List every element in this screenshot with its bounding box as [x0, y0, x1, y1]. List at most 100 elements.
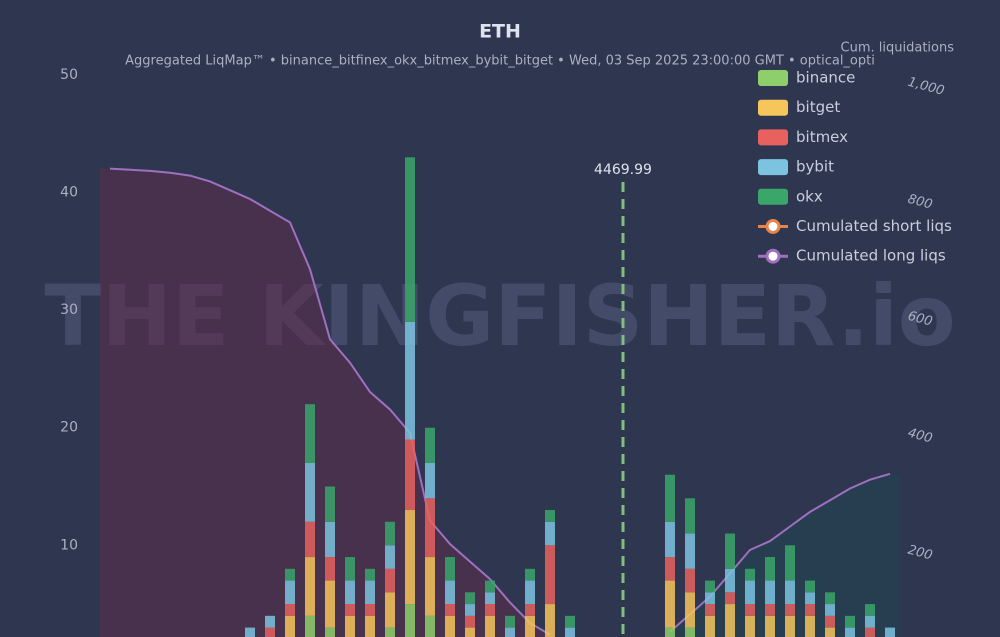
bar — [785, 604, 795, 616]
bar — [285, 615, 295, 637]
bar — [425, 462, 435, 499]
y-tick-label: 10 — [60, 537, 78, 553]
legend-swatch — [758, 70, 788, 86]
bar — [885, 627, 895, 637]
bar — [325, 627, 335, 637]
bar — [805, 604, 815, 616]
legend-label: binance — [796, 69, 855, 87]
bar — [465, 604, 475, 616]
bar — [385, 545, 395, 569]
bar — [665, 627, 675, 637]
bar — [485, 615, 495, 637]
y-tick-label: 50 — [60, 67, 78, 83]
legend-swatch — [758, 159, 788, 176]
bar — [485, 580, 495, 593]
y-tick-label: 30 — [60, 302, 78, 318]
bar — [665, 521, 675, 558]
plot-layer — [100, 168, 900, 637]
bar — [305, 404, 315, 463]
price-label: 4469.99 — [594, 162, 652, 178]
bar — [305, 462, 315, 522]
area — [100, 168, 550, 637]
bar — [345, 580, 355, 605]
bar — [485, 592, 495, 605]
bar — [665, 474, 675, 522]
bar — [365, 604, 375, 616]
bar — [425, 498, 435, 558]
bar — [525, 568, 535, 581]
bar — [325, 486, 335, 522]
bar — [305, 557, 315, 616]
bar — [285, 568, 295, 581]
bar — [345, 557, 355, 581]
y-tick-label: 20 — [60, 420, 78, 436]
bar — [685, 627, 695, 637]
bar — [545, 510, 555, 522]
bar — [825, 615, 835, 628]
bar — [505, 627, 515, 637]
bar — [325, 580, 335, 628]
bar — [405, 157, 415, 322]
legend-label: Cumulated short liqs — [796, 217, 952, 235]
bar — [345, 604, 355, 616]
bar — [305, 615, 315, 637]
legend-swatch — [758, 188, 788, 205]
bar — [265, 615, 275, 628]
bar — [525, 615, 535, 637]
bar — [765, 580, 775, 605]
bar — [445, 557, 455, 581]
legend-swatch — [758, 129, 788, 146]
legend-label: okx — [796, 187, 823, 205]
bar — [705, 580, 715, 593]
bar — [725, 533, 735, 569]
bar — [305, 521, 315, 558]
bar — [425, 427, 435, 463]
bar — [285, 580, 295, 605]
bar — [485, 604, 495, 616]
bar — [325, 521, 335, 558]
bar — [405, 439, 415, 511]
bar — [785, 615, 795, 637]
bar — [725, 568, 735, 593]
bar — [825, 627, 835, 637]
y2-axis-label: Cum. liquidations — [841, 41, 955, 56]
line — [109, 167, 551, 636]
bar — [825, 592, 835, 605]
bar — [385, 568, 395, 593]
bar — [685, 533, 695, 569]
bar — [865, 604, 875, 616]
bar — [445, 604, 455, 616]
bar — [745, 615, 755, 637]
y2-tick-label: 1,000 — [906, 75, 946, 99]
legend-label: bitget — [796, 98, 840, 116]
bar — [765, 557, 775, 581]
bar — [705, 615, 715, 637]
bar — [545, 545, 555, 605]
bar — [465, 592, 475, 605]
bar — [325, 557, 335, 581]
bar — [405, 321, 415, 440]
bar — [405, 510, 415, 605]
bar — [865, 615, 875, 628]
bar — [765, 615, 775, 637]
bar — [785, 580, 795, 605]
bar — [465, 615, 475, 628]
bar — [705, 592, 715, 605]
bar — [685, 592, 695, 628]
bar — [845, 627, 855, 637]
bar — [545, 604, 555, 637]
bar — [705, 604, 715, 616]
bar — [425, 557, 435, 616]
bar — [465, 627, 475, 637]
legend-swatch — [758, 99, 788, 116]
bar — [685, 498, 695, 534]
legend-label: bitmex — [796, 128, 848, 146]
bar — [265, 627, 275, 637]
bar — [505, 615, 515, 628]
bar — [565, 615, 575, 628]
bar — [365, 615, 375, 637]
legend-marker — [765, 219, 781, 234]
bar — [545, 521, 555, 546]
y2-tick-label: 400 — [906, 426, 934, 447]
bar — [445, 615, 455, 637]
